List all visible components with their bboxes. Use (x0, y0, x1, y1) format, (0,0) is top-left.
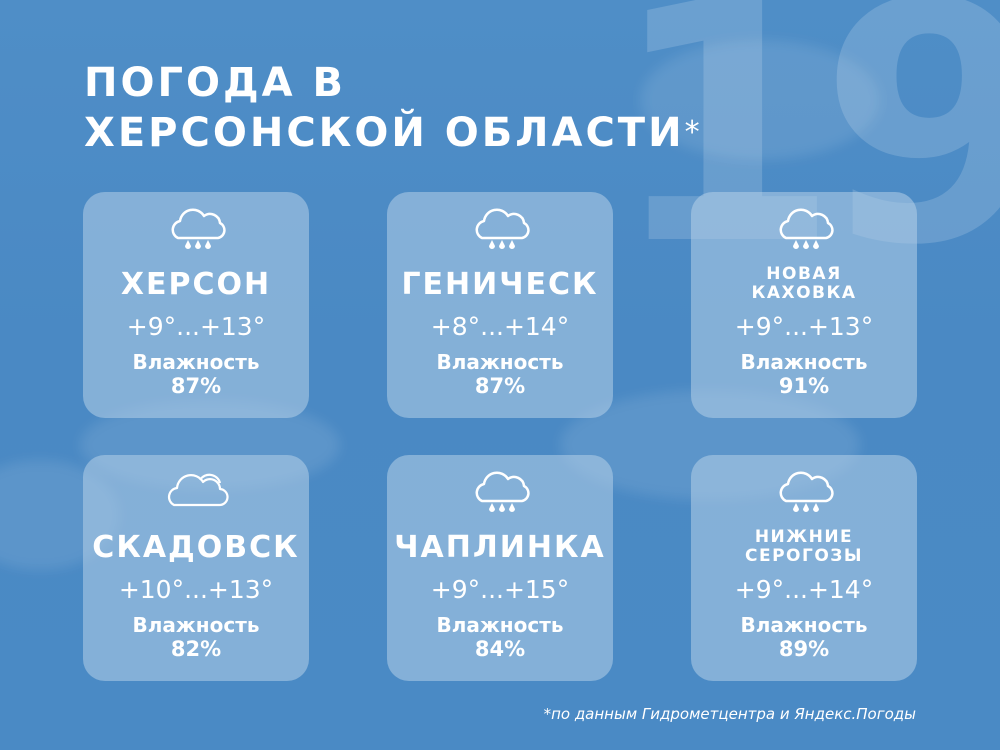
humidity-value: 82% (170, 637, 222, 661)
humidity-label: Влажность (132, 613, 260, 637)
temperature-range: +9°...+13° (734, 312, 874, 341)
humidity-value: 91% (778, 374, 830, 398)
rain-cloud-icon (387, 471, 613, 515)
humidity-label: Влажность (132, 350, 260, 374)
city-name: ЧАПЛИНКА (394, 529, 606, 565)
rain-cloud-icon (83, 208, 309, 252)
temperature-range: +9°...+14° (734, 575, 874, 604)
humidity-label: Влажность (740, 350, 868, 374)
temperature-range: +8°...+14° (430, 312, 570, 341)
weather-card-nizhnie-serogozy: НИЖНИЕ СЕРОГОЗЫ +9°...+14° Влажность 89% (691, 455, 917, 681)
weather-card-genichesk: ГЕНИЧЕСК +8°...+14° Влажность 87% (387, 192, 613, 418)
rain-cloud-icon (691, 208, 917, 252)
humidity-label: Влажность (436, 350, 564, 374)
city-name: НИЖНИЕ СЕРОГОЗЫ (745, 527, 863, 566)
title-line-2: ХЕРСОНСКОЙ ОБЛАСТИ (84, 110, 685, 156)
humidity-value: 84% (474, 637, 526, 661)
temperature-range: +10°...+13° (118, 575, 274, 604)
city-name: ГЕНИЧЕСК (401, 266, 599, 302)
temperature-range: +9°...+13° (126, 312, 266, 341)
city-name: НОВАЯ КАХОВКА (751, 264, 857, 303)
title-line-1: ПОГОДА В (84, 60, 346, 106)
source-footnote: *по данным Гидрометцентра и Яндекс.Погод… (543, 705, 916, 723)
humidity-value: 87% (474, 374, 526, 398)
title-asterisk: * (684, 115, 700, 150)
rain-cloud-icon (387, 208, 613, 252)
temperature-range: +9°...+15° (430, 575, 570, 604)
humidity-label: Влажность (740, 613, 868, 637)
city-name: ХЕРСОН (120, 266, 272, 302)
background-cloud (640, 40, 880, 160)
page-title: ПОГОДА В ХЕРСОНСКОЙ ОБЛАСТИ* (84, 58, 700, 158)
weather-card-chaplinka: ЧАПЛИНКА +9°...+15° Влажность 84% (387, 455, 613, 681)
humidity-value: 89% (778, 637, 830, 661)
weather-card-novaya-kakhovka: НОВАЯ КАХОВКА +9°...+13° Влажность 91% (691, 192, 917, 418)
cloud-icon (83, 467, 309, 511)
weather-card-skadovsk: СКАДОВСК +10°...+13° Влажность 82% (83, 455, 309, 681)
city-name: СКАДОВСК (92, 529, 300, 565)
rain-cloud-icon (691, 471, 917, 515)
humidity-label: Влажность (436, 613, 564, 637)
weather-card-kherson: ХЕРСОН +9°...+13° Влажность 87% (83, 192, 309, 418)
humidity-value: 87% (170, 374, 222, 398)
